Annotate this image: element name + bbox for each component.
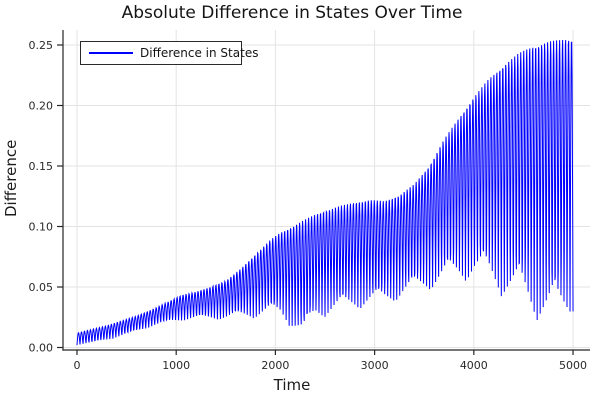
x-tick-label: 5000 [559, 359, 587, 372]
chart-title: Absolute Difference in States Over Time [121, 3, 463, 23]
axes-spines [62, 30, 590, 351]
x-tick-label: 0 [73, 359, 80, 372]
data-series-line [76, 39, 574, 346]
ticks [57, 44, 574, 355]
x-tick-label: 4000 [460, 359, 488, 372]
x-tick-label: 2000 [261, 359, 289, 372]
legend: Difference in States [80, 41, 258, 65]
y-tick-label: 0.20 [29, 100, 54, 113]
tick-labels: 0 1000 2000 3000 4000 5000 0.00 0.05 0.10 0.15 0.2… [29, 39, 588, 372]
y-axis-label: Difference [2, 139, 20, 217]
y-tick-label: 0.10 [29, 221, 54, 234]
x-tick-label: 3000 [361, 359, 389, 372]
legend-line-sample [89, 52, 133, 54]
x-tick-label: 1000 [162, 359, 190, 372]
y-tick-label: 0.25 [29, 39, 54, 52]
x-axis-label: Time [273, 376, 311, 394]
legend-series-label: Difference in States [140, 46, 259, 60]
y-tick-label: 0.00 [29, 342, 54, 355]
y-tick-label: 0.15 [29, 160, 54, 173]
y-tick-label: 0.05 [29, 281, 54, 294]
